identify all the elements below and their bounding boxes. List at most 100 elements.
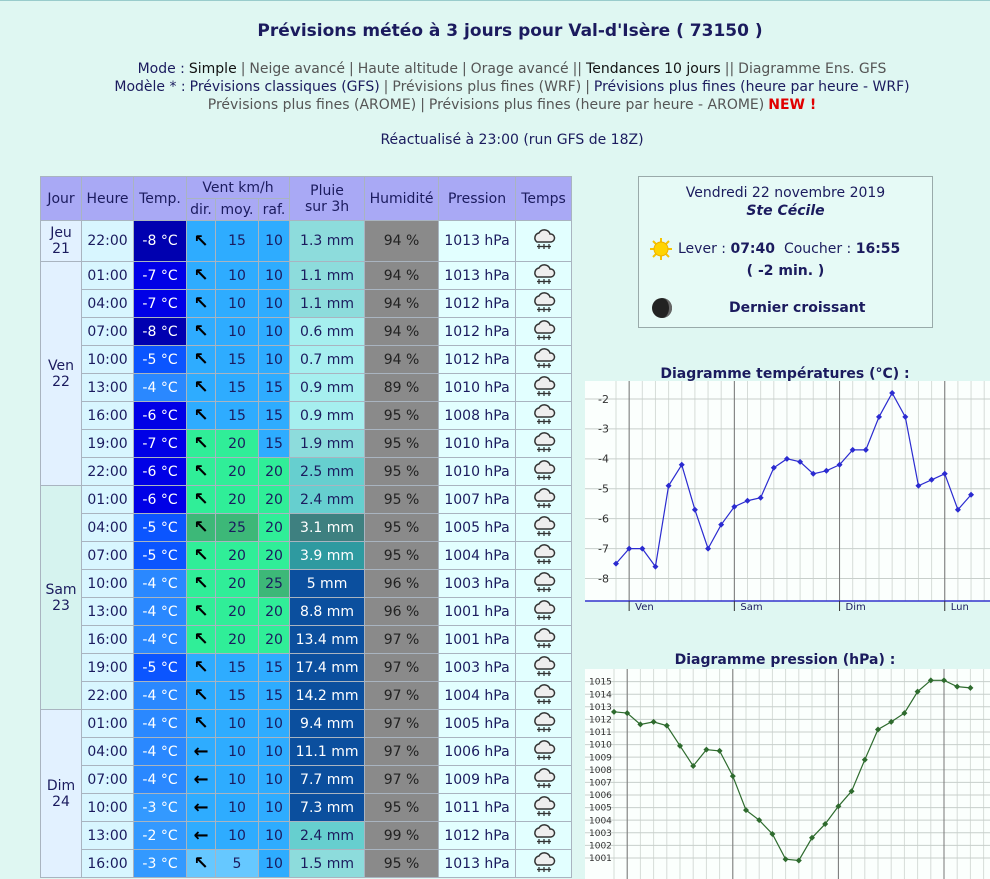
weather-cell [516,486,572,513]
data-point [927,677,934,684]
weather-cell [516,598,572,625]
data-point [967,684,974,691]
nav-item[interactable]: Modèle * : [114,79,186,95]
wind-gust: 15 [259,374,290,401]
data-point [809,834,815,841]
humidity-cell: 94 % [365,221,439,261]
hour-cell: 10:00 [82,570,133,597]
series-line [615,391,972,569]
nav-item[interactable]: Prévisions plus fines (WRF) [392,79,582,95]
wind-direction: ← [187,738,215,765]
y-tick-label: -5 [598,483,609,496]
weather-icon [533,711,555,732]
wind-direction: ↖ [187,346,215,373]
weather-icon [533,487,555,508]
nav-item[interactable]: Neige avancé [249,61,345,77]
data-point [810,470,817,477]
data-point [716,747,723,754]
weather-icon [533,571,555,592]
humidity-cell: 95 % [365,486,439,513]
wind-direction: ↖ [187,542,215,569]
wind-average: 10 [216,710,258,737]
temperature-cell: -4 °C [134,374,186,401]
humidity-cell: 94 % [365,290,439,317]
nav-item[interactable]: Orage avancé [470,61,569,77]
nav-item[interactable]: Prévisions classiques (GFS) [189,79,380,95]
nav-item[interactable]: Simple [188,61,237,77]
pressure-cell: 1010 hPa [439,458,516,485]
wind-average: 25 [216,514,258,541]
sun-box: Vendredi 22 novembre 2019 Ste Cécile Lev… [638,176,933,328]
weather-icon [533,767,555,788]
nav-fine: Prévisions plus fines (AROME) | Prévisions… [30,97,990,113]
data-point [611,708,617,715]
nav-item[interactable]: Prévisions plus fines (heure par heure -… [428,97,765,113]
forecast-row: 13:00 -4 °C ↖ 15 15 0.9 mm 89 % 1010 hPa [41,374,572,401]
wind-gust: 20 [259,542,290,569]
humidity-cell: 95 % [365,430,439,457]
weather-cell [516,346,572,373]
humidity-cell: 97 % [365,710,439,737]
rain-cell: 7.7 mm [290,766,365,793]
wind-gust: 10 [259,794,290,821]
series-line [613,679,971,862]
wind-average: 10 [216,262,258,289]
header-cell: Pression [439,177,516,220]
header-cell: Humidité [365,177,439,220]
pressure-cell: 1013 hPa [439,850,516,877]
forecast-row: 13:00 -2 °C ← 10 10 2.4 mm 99 % 1012 hPa [41,822,572,849]
nav-item[interactable]: Diagramme Ens. GFS [738,61,887,77]
nav-item[interactable]: Haute altitude [357,61,458,77]
nav-item[interactable]: NEW ! [768,97,817,113]
nav-item[interactable]: Prévisions plus fines (AROME) [207,97,417,113]
pressure-cell: 1004 hPa [439,542,516,569]
y-tick-label: -2 [598,393,609,406]
humidity-cell: 96 % [365,598,439,625]
wind-average: 10 [216,794,258,821]
wind-gust: 15 [259,654,290,681]
hour-cell: 19:00 [82,654,133,681]
temperature-cell: -5 °C [134,514,186,541]
humidity-cell: 95 % [365,542,439,569]
hour-cell: 13:00 [82,822,133,849]
nav-item[interactable]: Prévisions plus fines (heure par heure -… [593,79,910,95]
hour-cell: 13:00 [82,598,133,625]
forecast-row: 19:00 -5 °C ↖ 15 15 17.4 mm 97 % 1003 hPa [41,654,572,681]
temperature-cell: -6 °C [134,458,186,485]
humidity-cell: 97 % [365,654,439,681]
separator: | [585,79,590,95]
temperature-cell: -4 °C [134,598,186,625]
wind-direction: ↖ [187,710,215,737]
data-point [901,710,908,717]
forecast-row: 07:00 -4 °C ← 10 10 7.7 mm 97 % 1009 hPa [41,766,572,793]
sun-icon [650,238,672,260]
hour-cell: 01:00 [82,710,133,737]
wind-gust: 25 [259,570,290,597]
forecast-row: 07:00 -5 °C ↖ 20 20 3.9 mm 95 % 1004 hPa [41,542,572,569]
weather-cell [516,514,572,541]
pressure-cell: 1009 hPa [439,766,516,793]
wind-gust: 10 [259,710,290,737]
data-point [941,470,948,477]
x-tick-label: Ven [635,602,654,613]
rain-cell: 9.4 mm [290,710,365,737]
wind-average: 10 [216,738,258,765]
sunrise: 07:40 [730,241,776,257]
data-point [848,788,855,795]
y-tick-label: -3 [598,423,609,436]
hour-cell: 22:00 [82,221,133,261]
nav-item[interactable]: Mode : [137,61,185,77]
separator: | [383,79,389,95]
weather-icon [533,403,555,424]
nav-item[interactable]: Tendances 10 jours [586,61,721,77]
hour-cell: 01:00 [82,262,133,289]
header-cell: Pluie sur 3h [290,177,365,220]
temperature-cell: -5 °C [134,654,186,681]
data-point [822,820,829,827]
y-tick-label: -4 [598,453,609,466]
header-cell: Jour [41,177,81,220]
temperature-cell: -3 °C [134,850,186,877]
hour-cell: 07:00 [82,542,133,569]
rain-cell: 1.3 mm [290,221,365,261]
data-point [613,560,619,567]
